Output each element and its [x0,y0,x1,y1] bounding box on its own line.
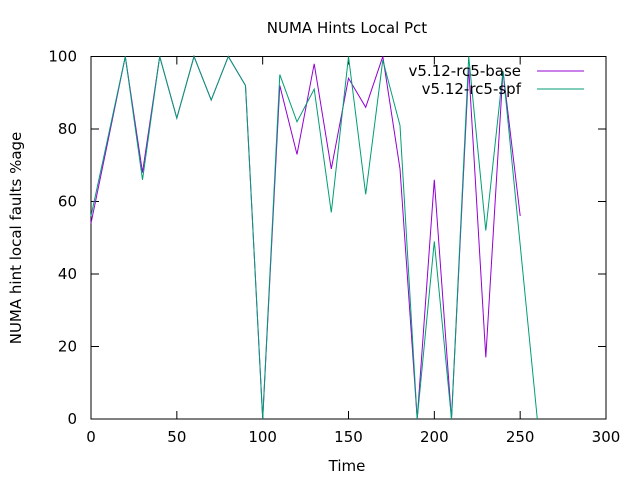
x-tick-label: 50 [167,428,186,446]
x-tick-label: 100 [248,428,277,446]
y-tick-label: 80 [58,120,77,138]
x-tick-label: 300 [592,428,621,446]
chart-title: NUMA Hints Local Pct [267,19,428,37]
x-tick-label: 0 [86,428,96,446]
y-tick-label: 20 [58,338,77,356]
x-tick-label: 250 [506,428,535,446]
y-tick-label: 0 [67,410,77,428]
x-axis: 0 50 100 150 200 250 300 [86,56,621,446]
y-axis: 0 20 40 60 80 100 [48,48,606,428]
y-tick-label: 60 [58,193,77,211]
y-tick-label: 40 [58,265,77,283]
x-axis-label: Time [328,457,366,475]
legend-label: v5.12-rc5-spf [422,80,522,98]
y-tick-label: 100 [48,48,77,66]
x-tick-label: 150 [334,428,363,446]
legend-label: v5.12-rc5-base [409,62,522,80]
x-tick-label: 200 [420,428,449,446]
series-line-1 [90,54,538,420]
y-axis-label: NUMA hint local faults %age [7,132,25,345]
series-line-0 [90,54,521,420]
plot-frame [90,56,607,420]
series-layer [90,54,538,420]
